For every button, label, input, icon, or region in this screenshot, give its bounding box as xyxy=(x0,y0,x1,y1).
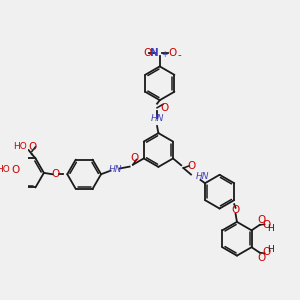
Text: O: O xyxy=(28,142,37,152)
Text: N: N xyxy=(150,48,158,58)
Text: -: - xyxy=(178,50,181,60)
Text: HN: HN xyxy=(150,114,164,123)
Text: O: O xyxy=(262,247,271,257)
Text: O: O xyxy=(188,161,196,171)
Text: O: O xyxy=(12,165,20,175)
Text: HO: HO xyxy=(14,142,27,151)
Text: O: O xyxy=(143,48,152,58)
Text: O: O xyxy=(262,220,271,230)
Text: O: O xyxy=(258,253,266,262)
Text: O: O xyxy=(169,48,177,58)
Text: +: + xyxy=(161,50,167,59)
Text: O: O xyxy=(231,206,240,215)
Text: HN: HN xyxy=(196,172,209,181)
Text: O: O xyxy=(52,169,60,179)
Text: O: O xyxy=(130,153,139,163)
Text: HN: HN xyxy=(109,165,122,174)
Text: O: O xyxy=(160,103,169,113)
Text: H: H xyxy=(267,224,274,232)
Text: O: O xyxy=(258,215,266,225)
Text: HO: HO xyxy=(0,165,11,174)
Text: H: H xyxy=(267,245,274,254)
